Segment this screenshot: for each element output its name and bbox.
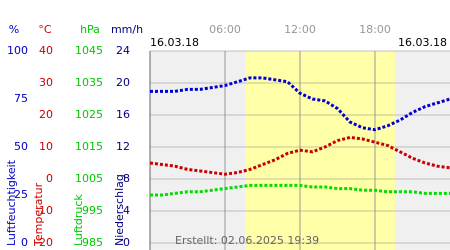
axis-unit: °C	[38, 23, 52, 36]
y-tick-label: 1035	[75, 76, 103, 89]
axis-label: Luftfeuchtigkeit	[5, 159, 18, 246]
y-tick-label: 0	[123, 236, 130, 249]
y-tick-label: 75	[14, 92, 28, 105]
axis-label: Temperatur	[32, 182, 45, 247]
x-tick-label: 06:00	[209, 23, 241, 36]
y-tick-label: 985	[82, 236, 103, 249]
y-tick-label: 995	[82, 204, 103, 217]
y-tick-label: 4	[123, 204, 130, 217]
y-tick-label: 10	[39, 140, 53, 153]
y-tick-label: 8	[123, 172, 130, 185]
axis-unit: hPa	[80, 23, 100, 36]
series-line	[149, 135, 450, 176]
axis-label: Niederschlag	[113, 174, 126, 246]
y-tick-label: 100	[7, 44, 28, 57]
x-tick-label: 18:00	[359, 23, 391, 36]
y-tick-label: 40	[39, 44, 53, 57]
y-tick-label: 1005	[75, 172, 103, 185]
y-tick-label: 1015	[75, 140, 103, 153]
series-line	[150, 183, 450, 197]
y-tick-label: 20	[39, 108, 53, 121]
y-tick-label: 30	[39, 76, 53, 89]
y-tick-label: 50	[14, 140, 28, 153]
x-tick-label: 12:00	[284, 23, 316, 36]
y-tick-label: 20	[116, 76, 130, 89]
y-tick-label: 0	[46, 172, 53, 185]
y-tick-label: -20	[35, 236, 53, 249]
y-tick-label: 0	[21, 236, 28, 249]
y-tick-label: 24	[116, 44, 130, 57]
axis-unit: %	[9, 23, 19, 36]
date-right: 16.03.18	[398, 36, 447, 49]
series-line	[150, 76, 450, 132]
axis-unit: mm/h	[111, 23, 143, 36]
y-tick-label: 1025	[75, 108, 103, 121]
y-tick-label: 16	[116, 108, 130, 121]
y-tick-label: -10	[35, 204, 53, 217]
y-tick-label: 12	[116, 140, 130, 153]
date-left: 16.03.18	[150, 36, 199, 49]
axis-label: Luftdruck	[72, 194, 85, 246]
y-tick-label: 1045	[75, 44, 103, 57]
footer: Erstellt: 02.06.2025 19:39	[175, 234, 319, 247]
y-tick-label: 25	[14, 188, 28, 201]
